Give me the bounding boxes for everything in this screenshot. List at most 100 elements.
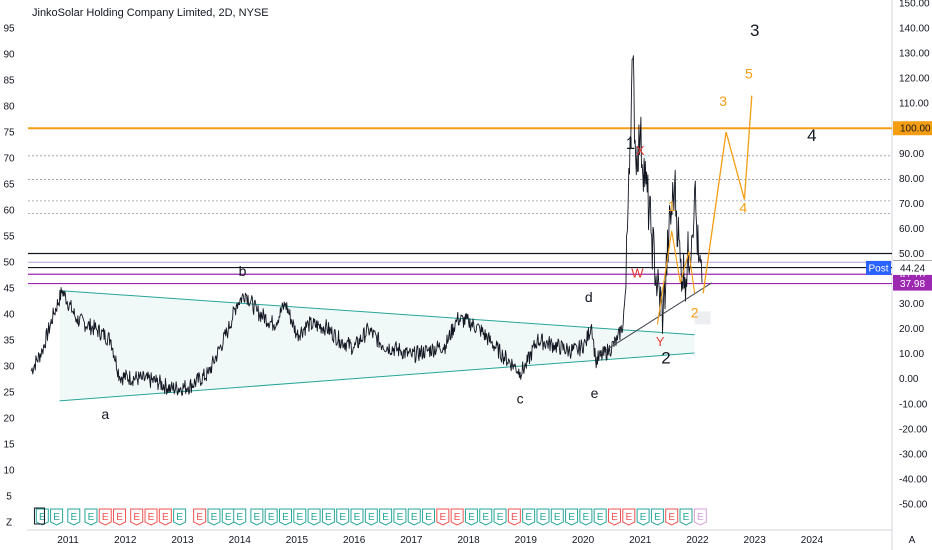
earnings-marker[interactable]: E [607,508,621,526]
earnings-marker-badge [422,508,436,526]
earnings-marker[interactable]: E [493,508,507,526]
earnings-marker[interactable]: E [450,508,464,526]
earnings-marker[interactable]: E [336,508,350,526]
price-tag-text: 37.98 [900,279,925,290]
earnings-marker[interactable]: E [264,508,278,526]
earnings-marker-text: E [368,512,375,523]
earnings-marker-badge [233,508,247,526]
earnings-marker[interactable]: E [67,508,81,526]
earnings-marker[interactable]: E [665,508,679,526]
earnings-marker-badge [158,508,172,526]
right-axis-tick-label: -30.00 [899,449,928,460]
earnings-marker[interactable]: E [464,508,478,526]
earnings-marker[interactable]: E [379,508,393,526]
earnings-marker[interactable]: E [565,508,579,526]
earnings-marker[interactable]: E [579,508,593,526]
wave-label: 4 [807,126,816,145]
wave-label: d [585,289,593,305]
earnings-marker-text: E [133,512,140,523]
earnings-marker[interactable]: E [479,508,493,526]
earnings-marker-text: E [468,512,475,523]
time-axis-tick-label: 2016 [343,535,366,546]
right-axis-tick-label: 50.00 [899,249,924,260]
time-axis-tick-label: 2017 [400,535,423,546]
earnings-marker-badge [607,508,621,526]
earnings-marker[interactable]: E [221,508,235,526]
post-market-tag-text: Post [868,263,888,274]
wave-label: 5 [745,65,753,81]
wave-label: 2 [661,348,670,367]
earnings-marker[interactable]: E [35,508,49,526]
earnings-marker[interactable]: E [293,508,307,526]
earnings-marker-text: E [236,512,243,523]
earnings-marker[interactable]: E [250,508,264,526]
earnings-marker-badge [98,508,112,526]
price-tag-text: 41.70 [900,270,925,281]
earnings-marker[interactable]: E [321,508,335,526]
earnings-marker-badge [221,508,235,526]
earnings-marker[interactable]: E [422,508,436,526]
earnings-marker[interactable]: E [693,508,707,526]
earnings-marker[interactable]: E [130,508,144,526]
earnings-marker-badge [173,508,187,526]
earnings-marker[interactable]: E [364,508,378,526]
earnings-marker[interactable]: E [636,508,650,526]
time-axis-tick-label: 2011 [57,535,79,546]
earnings-marker-text: E [554,512,561,523]
earnings-marker-badge [407,508,421,526]
wave-label: 3 [750,21,759,40]
earnings-marker[interactable]: E [679,508,693,526]
earnings-marker-text: E [116,512,123,523]
earnings-marker-badge [364,508,378,526]
earnings-marker-text: E [162,512,169,523]
wave-label: W [631,266,644,281]
earnings-marker[interactable]: E [207,508,221,526]
earnings-marker[interactable]: E [593,508,607,526]
earnings-marker[interactable]: E [407,508,421,526]
earnings-marker-text: E [339,512,346,523]
earnings-marker[interactable]: E [50,508,64,526]
earnings-marker[interactable]: E [144,508,158,526]
earnings-marker[interactable]: E [350,508,364,526]
wave-label: X [636,143,645,158]
earnings-marker[interactable]: E [650,508,664,526]
earnings-marker[interactable]: E [113,508,127,526]
earnings-marker[interactable]: E [436,508,450,526]
left-axis-tick-label: 80 [3,102,15,113]
left-axis-tick-label: 65 [3,180,15,191]
earnings-marker[interactable]: E [522,508,536,526]
earnings-marker[interactable]: E [307,508,321,526]
earnings-marker-text: E [196,512,203,523]
earnings-marker-badge [278,508,292,526]
price-tag-bg [893,276,932,291]
earnings-marker[interactable]: E [173,508,187,526]
earnings-marker[interactable]: E [622,508,636,526]
earnings-marker[interactable]: E [193,508,207,526]
earnings-marker[interactable]: E [536,508,550,526]
earnings-marker[interactable]: E [278,508,292,526]
earnings-marker[interactable]: E [550,508,564,526]
earnings-marker-badge [50,508,64,526]
wave-label: 3 [719,93,727,109]
auto-scale-button[interactable]: A [909,535,916,546]
earnings-marker-badge [264,508,278,526]
time-axis-tick-label: 2021 [629,535,652,546]
earnings-marker-text: E [88,512,95,523]
earnings-marker-badge [679,508,693,526]
earnings-marker-text: E [282,512,289,523]
earnings-marker-text: E [296,512,303,523]
earnings-marker-text: E [225,512,232,523]
earnings-marker[interactable]: E [393,508,407,526]
earnings-marker-badge [593,508,607,526]
earnings-marker[interactable]: E [98,508,112,526]
earnings-marker[interactable]: E [158,508,172,526]
earnings-marker[interactable]: E [233,508,247,526]
earnings-marker-badge [522,508,536,526]
earnings-marker-text: E [625,512,632,523]
wave-label: 1 [668,198,676,214]
earnings-marker-badge [193,508,207,526]
earnings-marker[interactable]: E [84,508,98,526]
right-axis-tick-label: -10.00 [899,399,928,410]
earnings-marker[interactable]: E [507,508,521,526]
